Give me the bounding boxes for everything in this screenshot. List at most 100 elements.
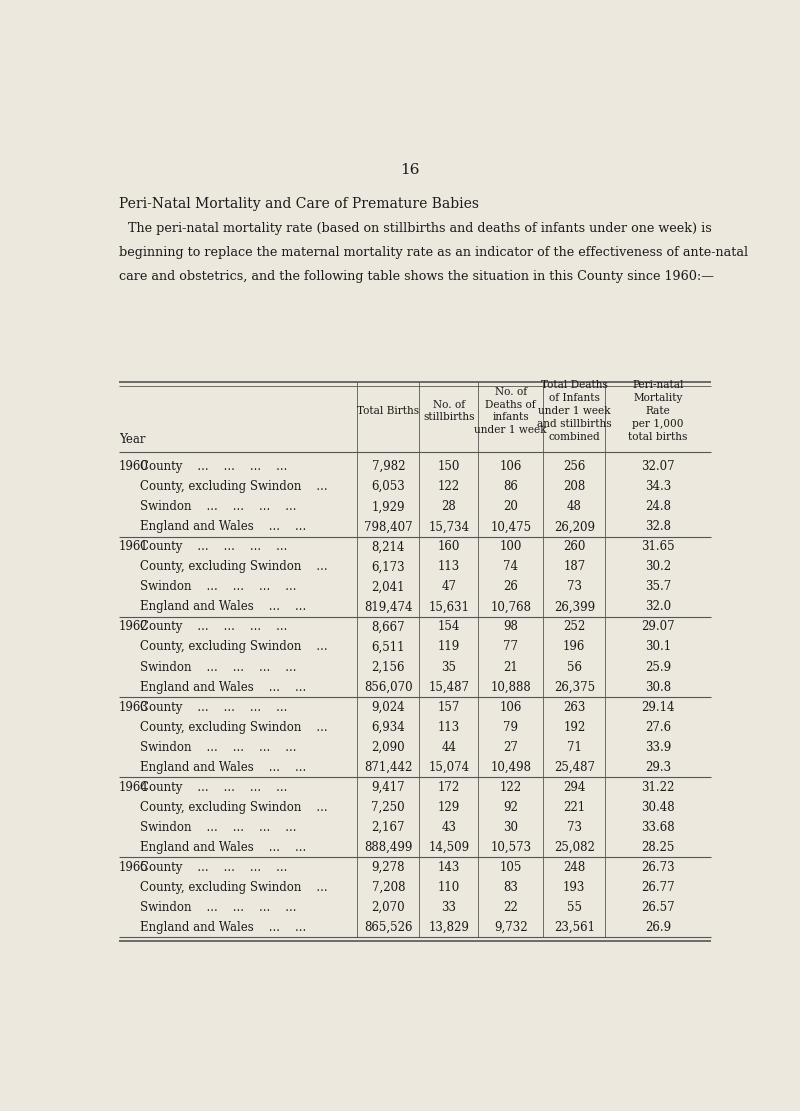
Text: 113: 113: [438, 560, 460, 573]
Text: 208: 208: [563, 480, 586, 493]
Text: 23,561: 23,561: [554, 921, 594, 934]
Text: 160: 160: [438, 540, 460, 553]
Text: County, excluding Swindon    ...: County, excluding Swindon ...: [140, 641, 328, 653]
Text: 8,667: 8,667: [371, 620, 405, 633]
Text: County    ...    ...    ...    ...: County ... ... ... ...: [140, 781, 288, 793]
Text: 1965: 1965: [118, 861, 149, 874]
Text: 31.22: 31.22: [642, 781, 674, 793]
Text: 35: 35: [442, 661, 456, 673]
Text: 92: 92: [503, 801, 518, 813]
Text: 33.68: 33.68: [641, 821, 675, 833]
Text: 100: 100: [499, 540, 522, 553]
Text: Year: Year: [118, 432, 145, 446]
Text: 77: 77: [503, 641, 518, 653]
Text: No. of
stillbirths: No. of stillbirths: [423, 400, 474, 422]
Text: 10,498: 10,498: [490, 761, 531, 773]
Text: 10,573: 10,573: [490, 841, 531, 854]
Text: 192: 192: [563, 721, 586, 733]
Text: 129: 129: [438, 801, 460, 813]
Text: 2,090: 2,090: [371, 741, 405, 753]
Text: 2,070: 2,070: [371, 901, 405, 914]
Text: Swindon    ...    ...    ...    ...: Swindon ... ... ... ...: [140, 901, 297, 914]
Text: 6,173: 6,173: [371, 560, 405, 573]
Text: 187: 187: [563, 560, 586, 573]
Text: 105: 105: [499, 861, 522, 874]
Text: 83: 83: [503, 881, 518, 894]
Text: Total Births: Total Births: [358, 406, 419, 416]
Text: 172: 172: [438, 781, 460, 793]
Text: 26,399: 26,399: [554, 600, 595, 613]
Text: England and Wales    ...    ...: England and Wales ... ...: [140, 761, 306, 773]
Text: 47: 47: [442, 580, 456, 593]
Text: 28: 28: [442, 500, 456, 513]
Text: 56: 56: [566, 661, 582, 673]
Text: 15,631: 15,631: [428, 600, 470, 613]
Text: 856,070: 856,070: [364, 681, 413, 693]
Text: 157: 157: [438, 701, 460, 713]
Text: 7,982: 7,982: [371, 460, 405, 473]
Text: 24.8: 24.8: [645, 500, 671, 513]
Text: 14,509: 14,509: [428, 841, 470, 854]
Text: 263: 263: [563, 701, 586, 713]
Text: No. of
Deaths of
infants
under 1 week: No. of Deaths of infants under 1 week: [474, 387, 547, 436]
Text: 29.14: 29.14: [642, 701, 674, 713]
Text: 71: 71: [567, 741, 582, 753]
Text: Swindon    ...    ...    ...    ...: Swindon ... ... ... ...: [140, 741, 297, 753]
Text: 33: 33: [442, 901, 456, 914]
Text: Swindon    ...    ...    ...    ...: Swindon ... ... ... ...: [140, 580, 297, 593]
Text: 798,407: 798,407: [364, 520, 413, 533]
Text: 79: 79: [503, 721, 518, 733]
Text: 1961: 1961: [118, 540, 148, 553]
Text: 26.77: 26.77: [641, 881, 675, 894]
Text: Swindon    ...    ...    ...    ...: Swindon ... ... ... ...: [140, 500, 297, 513]
Text: 10,768: 10,768: [490, 600, 531, 613]
Text: England and Wales    ...    ...: England and Wales ... ...: [140, 520, 306, 533]
Text: 16: 16: [400, 163, 420, 178]
Text: 6,053: 6,053: [371, 480, 405, 493]
Text: 30.2: 30.2: [645, 560, 671, 573]
Text: 1,929: 1,929: [371, 500, 405, 513]
Text: 1964: 1964: [118, 781, 149, 793]
Text: 154: 154: [438, 620, 460, 633]
Text: 106: 106: [499, 460, 522, 473]
Text: 44: 44: [442, 741, 456, 753]
Text: 15,074: 15,074: [428, 761, 470, 773]
Text: 32.8: 32.8: [645, 520, 671, 533]
Text: 865,526: 865,526: [364, 921, 413, 934]
Text: 252: 252: [563, 620, 586, 633]
Text: 106: 106: [499, 701, 522, 713]
Text: 260: 260: [563, 540, 586, 553]
Text: County, excluding Swindon    ...: County, excluding Swindon ...: [140, 801, 328, 813]
Text: 73: 73: [566, 821, 582, 833]
Text: 26,375: 26,375: [554, 681, 595, 693]
Text: 248: 248: [563, 861, 586, 874]
Text: 15,734: 15,734: [428, 520, 470, 533]
Text: 6,511: 6,511: [371, 641, 405, 653]
Text: beginning to replace the maternal mortality rate as an indicator of the effectiv: beginning to replace the maternal mortal…: [118, 247, 748, 259]
Text: County, excluding Swindon    ...: County, excluding Swindon ...: [140, 560, 328, 573]
Text: 43: 43: [442, 821, 456, 833]
Text: 119: 119: [438, 641, 460, 653]
Text: Total Deaths
of Infants
under 1 week
and stillbirths
combined: Total Deaths of Infants under 1 week and…: [537, 380, 612, 441]
Text: 28.25: 28.25: [642, 841, 674, 854]
Text: 26.57: 26.57: [641, 901, 675, 914]
Text: England and Wales    ...    ...: England and Wales ... ...: [140, 841, 306, 854]
Text: 27: 27: [503, 741, 518, 753]
Text: County    ...    ...    ...    ...: County ... ... ... ...: [140, 861, 288, 874]
Text: 26.9: 26.9: [645, 921, 671, 934]
Text: 221: 221: [563, 801, 586, 813]
Text: 7,250: 7,250: [371, 801, 405, 813]
Text: 32.07: 32.07: [641, 460, 675, 473]
Text: 31.65: 31.65: [641, 540, 675, 553]
Text: The peri-natal mortality rate (based on stillbirths and deaths of infants under : The peri-natal mortality rate (based on …: [128, 222, 712, 236]
Text: County    ...    ...    ...    ...: County ... ... ... ...: [140, 620, 288, 633]
Text: 25,082: 25,082: [554, 841, 594, 854]
Text: 30.48: 30.48: [641, 801, 675, 813]
Text: 22: 22: [503, 901, 518, 914]
Text: 2,167: 2,167: [371, 821, 405, 833]
Text: 294: 294: [563, 781, 586, 793]
Text: 6,934: 6,934: [371, 721, 405, 733]
Text: 30: 30: [503, 821, 518, 833]
Text: 25,487: 25,487: [554, 761, 594, 773]
Text: 30.1: 30.1: [645, 641, 671, 653]
